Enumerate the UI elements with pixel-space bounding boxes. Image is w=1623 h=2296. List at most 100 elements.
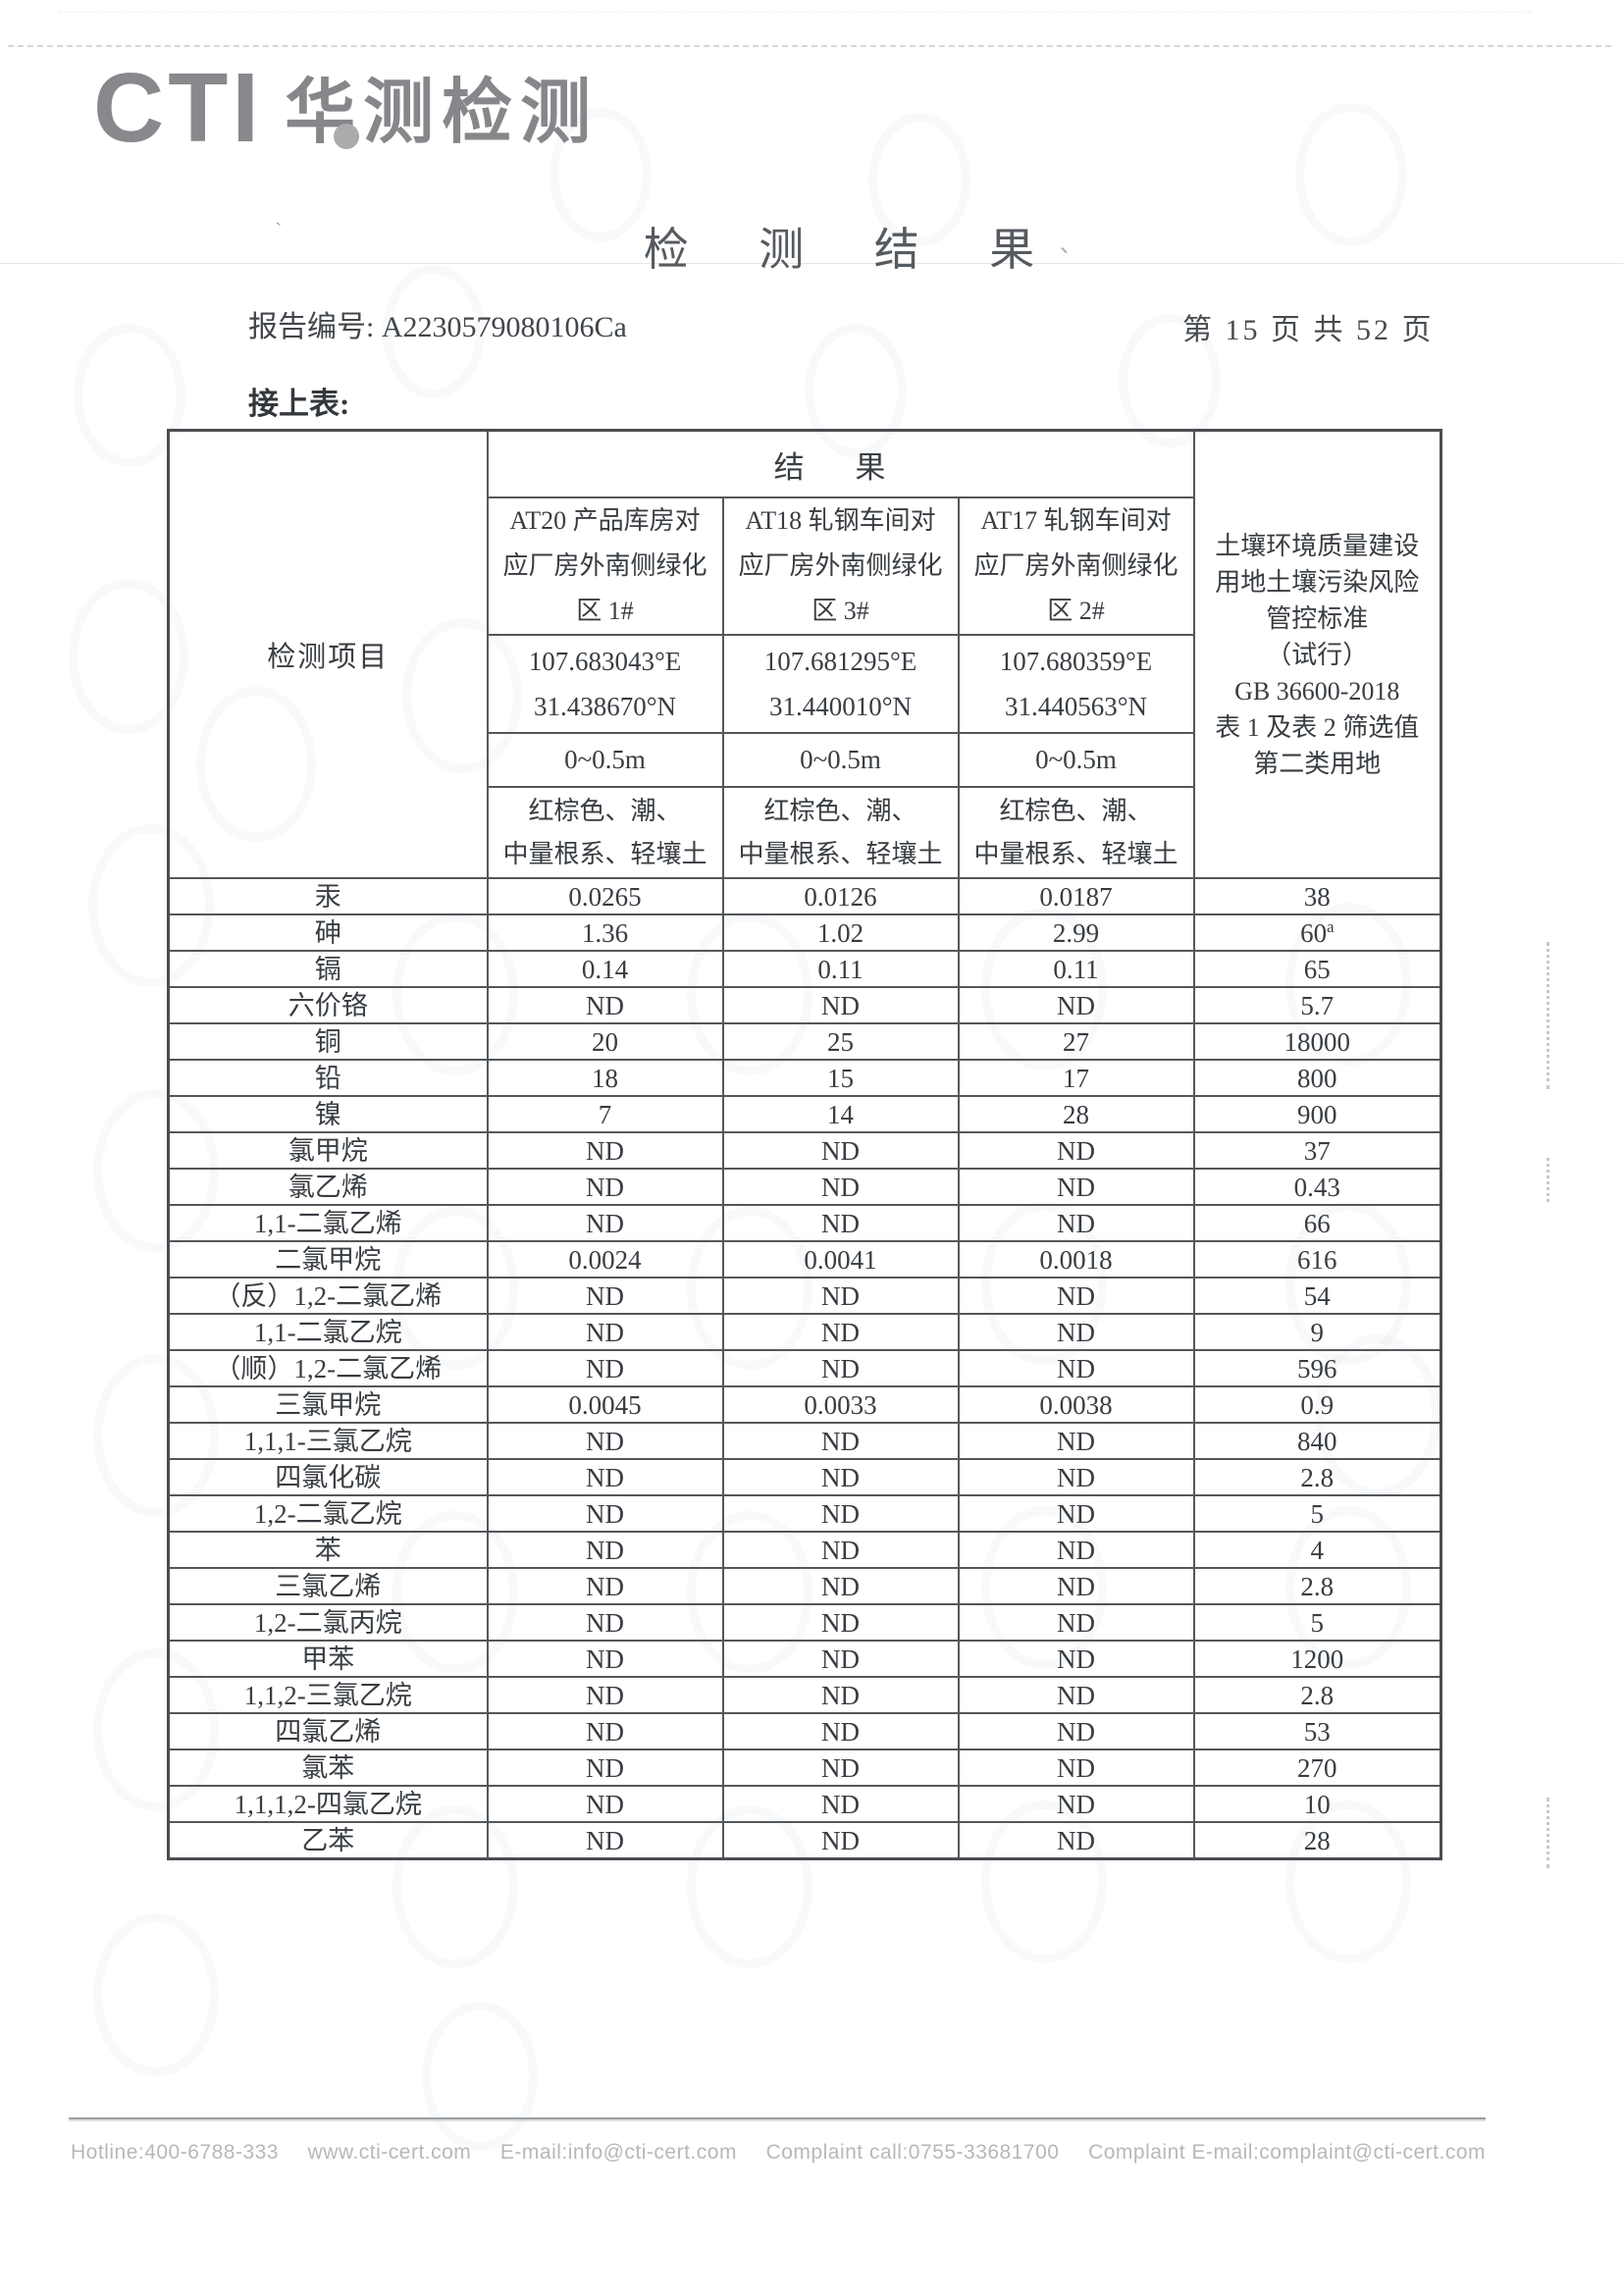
value-cell: ND [957, 1640, 1195, 1678]
value-cell: ND [486, 1458, 724, 1496]
value-cell: ND [957, 1349, 1195, 1387]
site-depth: 0~0.5m [486, 732, 724, 788]
scan-edge-mark [1546, 942, 1549, 1089]
value-cell: 0.11 [957, 950, 1195, 988]
table-row: 1,1,2-三氯乙烷 ND ND ND 2.8 [167, 1676, 1442, 1714]
item-cell: 氯乙烯 [167, 1168, 489, 1206]
value-cell: ND [721, 1567, 960, 1605]
item-column-header: 检测项目 [167, 429, 489, 879]
page-indicator: 第 15 页 共 52 页 [1182, 314, 1435, 346]
report-number: 报告编号: A2230579080106Ca [248, 311, 627, 343]
cti-logo-chinese: 华测检测 [285, 74, 600, 152]
standard-cell: 840 [1192, 1422, 1442, 1460]
item-cell: 1,1-二氯乙烷 [167, 1313, 489, 1351]
item-cell: 氯甲烷 [167, 1131, 489, 1170]
table-row: 1,1,1-三氯乙烷 ND ND ND 840 [167, 1422, 1442, 1460]
value-cell: ND [957, 1204, 1195, 1242]
footer-divider [69, 2117, 1486, 2119]
site-coords: 107.681295°E 31.440010°N [721, 634, 960, 734]
site-soil-description: 红棕色、潮、 中量根系、轻壤土 [957, 786, 1195, 879]
scan-edge-mark [1546, 1158, 1549, 1202]
value-cell: 7 [486, 1095, 724, 1133]
site-depth: 0~0.5m [721, 732, 960, 788]
table-row: 1,2-二氯乙烷 ND ND ND 5 [167, 1494, 1442, 1533]
continued-label: 接上表: [248, 387, 350, 421]
value-cell: 1.36 [486, 913, 724, 952]
value-cell: ND [721, 1277, 960, 1315]
value-cell: 0.0038 [957, 1385, 1195, 1424]
value-cell: ND [957, 1422, 1195, 1460]
value-cell: ND [957, 1821, 1195, 1860]
value-cell: ND [957, 1531, 1195, 1569]
table-row: 氯乙烯 ND ND ND 0.43 [167, 1168, 1442, 1206]
standard-cell: 5.7 [1192, 986, 1442, 1024]
watermark-stamp [550, 108, 652, 241]
value-cell: ND [486, 1785, 724, 1823]
standard-cell: 65 [1192, 950, 1442, 988]
value-cell: 0.14 [486, 950, 724, 988]
watermark-stamp [1295, 103, 1407, 246]
table-row: （反）1,2-二氯乙烯 ND ND ND 54 [167, 1277, 1442, 1315]
value-cell: ND [486, 1168, 724, 1206]
item-cell: 三氯甲烷 [167, 1385, 489, 1424]
results-span-header: 结 果 [486, 429, 1195, 498]
value-cell: ND [721, 1785, 960, 1823]
value-cell: ND [957, 1458, 1195, 1496]
value-cell: ND [486, 1567, 724, 1605]
value-cell: ND [721, 1168, 960, 1206]
value-cell: ND [957, 1277, 1195, 1315]
value-cell: ND [957, 1131, 1195, 1170]
item-cell: 二氯甲烷 [167, 1240, 489, 1278]
value-cell: 20 [486, 1022, 724, 1061]
item-cell: 苯 [167, 1531, 489, 1569]
standard-cell: 9 [1192, 1313, 1442, 1351]
table-row: 1,1,1,2-四氯乙烷 ND ND ND 10 [167, 1785, 1442, 1823]
table-row: 乙苯 ND ND ND 28 [167, 1821, 1442, 1860]
standard-cell: 37 [1192, 1131, 1442, 1170]
standard-cell: 5 [1192, 1603, 1442, 1642]
item-cell: 镉 [167, 950, 489, 988]
item-cell: 氯苯 [167, 1748, 489, 1787]
footer-complaint-call: Complaint call:0755-33681700 [765, 2141, 1060, 2164]
standard-cell: 38 [1192, 877, 1442, 915]
table-row: 铜 20 25 27 18000 [167, 1022, 1442, 1061]
value-cell: ND [957, 986, 1195, 1024]
value-cell: 15 [721, 1059, 960, 1097]
table-row: 六价铬 ND ND ND 5.7 [167, 986, 1442, 1024]
value-cell: ND [721, 1676, 960, 1714]
site-coords: 107.683043°E 31.438670°N [486, 634, 724, 734]
value-cell: ND [957, 1748, 1195, 1787]
standard-cell: 0.43 [1192, 1168, 1442, 1206]
value-cell: ND [957, 1603, 1195, 1642]
standard-cell: 2.8 [1192, 1458, 1442, 1496]
value-cell: ND [721, 1821, 960, 1860]
footer: Hotline:400-6788-333 www.cti-cert.com E-… [71, 2141, 1486, 2165]
item-cell: 1,1,1,2-四氯乙烷 [167, 1785, 489, 1823]
standard-cell: 900 [1192, 1095, 1442, 1133]
standard-cell: 53 [1192, 1712, 1442, 1750]
standard-cell: 54 [1192, 1277, 1442, 1315]
value-cell: 0.11 [721, 950, 960, 988]
value-cell: ND [721, 1603, 960, 1642]
item-cell: 1,2-二氯乙烷 [167, 1494, 489, 1533]
table-row: 苯 ND ND ND 4 [167, 1531, 1442, 1569]
value-cell: ND [957, 1494, 1195, 1533]
value-cell: ND [721, 1422, 960, 1460]
table-row: 二氯甲烷 0.0024 0.0041 0.0018 616 [167, 1240, 1442, 1278]
value-cell: ND [486, 1531, 724, 1569]
item-cell: 四氯化碳 [167, 1458, 489, 1496]
value-cell: 0.0045 [486, 1385, 724, 1424]
standard-cell: 0.9 [1192, 1385, 1442, 1424]
table-row: （顺）1,2-二氯乙烯 ND ND ND 596 [167, 1349, 1442, 1387]
standard-cell: 270 [1192, 1748, 1442, 1787]
divider-line [0, 263, 1623, 264]
scan-edge-mark [1546, 1798, 1549, 1868]
value-cell: ND [486, 1277, 724, 1315]
table-row: 1,1-二氯乙烯 ND ND ND 66 [167, 1204, 1442, 1242]
standard-cell: 28 [1192, 1821, 1442, 1860]
value-cell: 0.0265 [486, 877, 724, 915]
value-cell: ND [721, 1494, 960, 1533]
standard-column-header: 土壤环境质量建设 用地土壤污染风险 管控标准 （试行） GB 36600-201… [1192, 429, 1442, 879]
value-cell: ND [721, 1748, 960, 1787]
